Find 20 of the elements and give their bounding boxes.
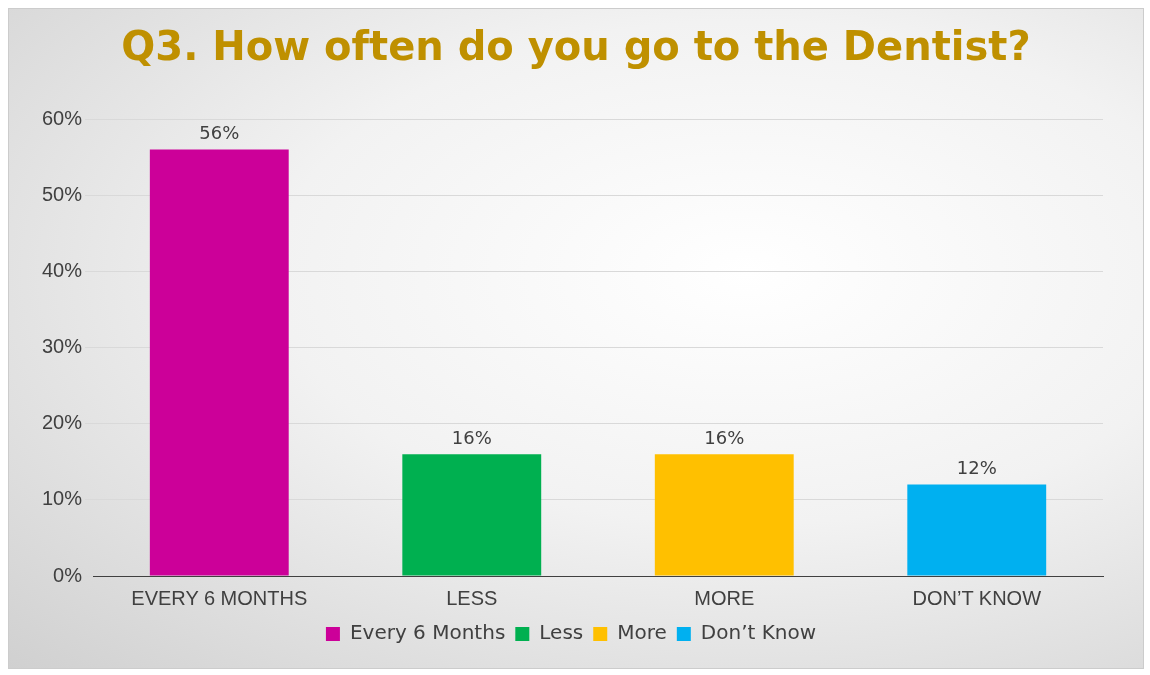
y-tick-label: 60%: [42, 106, 83, 129]
data-label: 56%: [199, 122, 240, 144]
x-tick-label: MORE: [694, 586, 755, 609]
legend-label: Every 6 Months: [349, 620, 506, 645]
legend-label: Don’t Know: [700, 620, 817, 645]
x-tick-label: LESS: [446, 586, 498, 609]
y-tick-label: 50%: [42, 182, 83, 205]
x-tick-label: DON’T KNOW: [912, 586, 1042, 609]
y-tick-label: 0%: [53, 563, 83, 586]
x-tick-label: EVERY 6 MONTHS: [131, 586, 308, 609]
y-tick-label: 20%: [42, 411, 83, 434]
data-label: 16%: [451, 426, 492, 448]
data-label: 16%: [704, 426, 745, 448]
y-tick-label: 30%: [42, 335, 83, 358]
legend-label: More: [617, 620, 667, 645]
data-label: 12%: [956, 457, 997, 479]
y-tick-label: 40%: [42, 258, 83, 281]
y-tick-label: 10%: [42, 487, 83, 510]
legend-label: Less: [539, 620, 584, 645]
chart-title: Q3. How often do you go to the Dentist?: [120, 23, 1032, 69]
